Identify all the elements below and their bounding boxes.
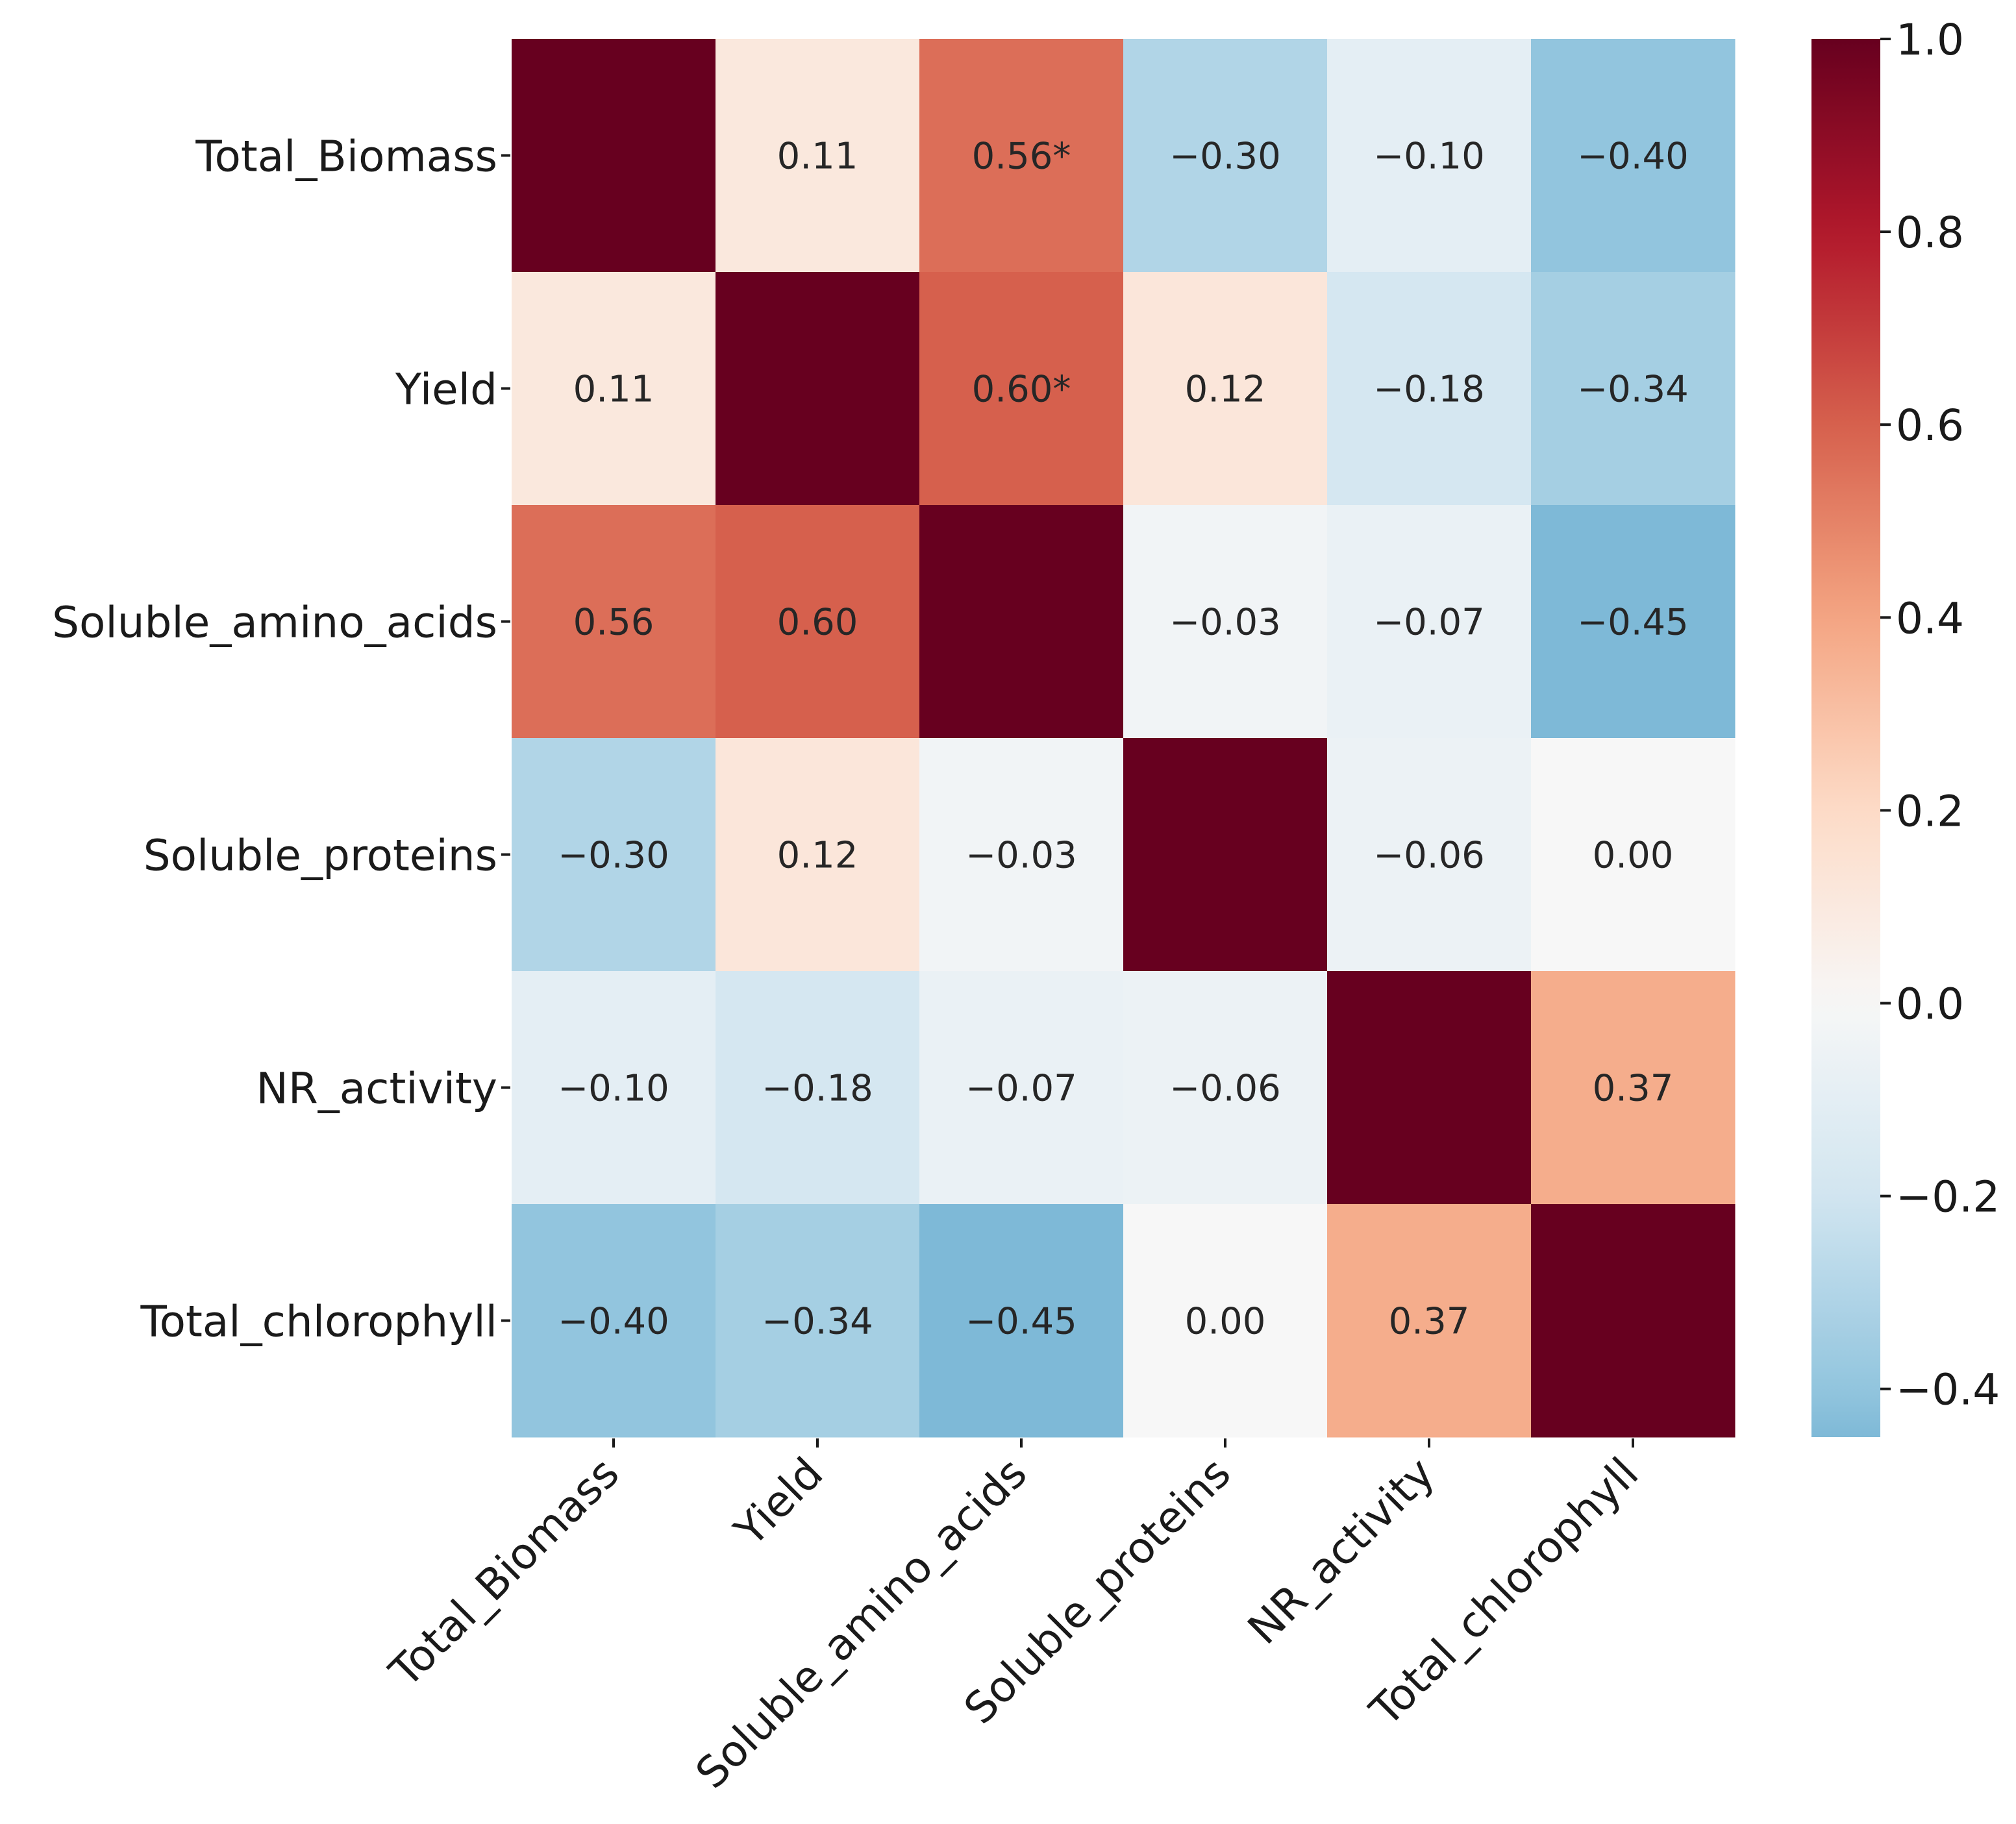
cell-value-label-0-5: −0.40 (1577, 136, 1689, 178)
colorbar-tick-label-3: 0.4 (1896, 593, 1964, 643)
row-label-4: NR_activity (256, 1064, 497, 1114)
cell-value-label-2-0: 0.56 (573, 602, 654, 644)
heatmap-cell-4-0 (512, 971, 716, 1205)
cell-value-label-2-3: −0.03 (1169, 602, 1281, 644)
heatmap-cell-0-5 (1531, 39, 1736, 273)
heatmap-cells: 0.11 0.56* −0.30 −0.10 −0.40 0.11 0.60* 0.12 −0.… (512, 39, 1736, 1438)
cell-value-label-5-1: −0.34 (762, 1301, 873, 1343)
colorbar-tick-label-6: −0.2 (1896, 1172, 2000, 1222)
heatmap-cell-3-0 (512, 738, 716, 972)
heatmap-cell-2-3 (1123, 505, 1328, 739)
cell-value-label-0-1: 0.11 (777, 136, 858, 178)
heatmap-cell-5-0 (512, 1204, 716, 1438)
colorbar-tick-label-4: 0.2 (1896, 786, 1964, 836)
colorbar-tick-label-7: −0.4 (1896, 1365, 2000, 1415)
cell-value-label-1-5: −0.34 (1577, 369, 1689, 411)
column-label-1: Yield (725, 1448, 832, 1556)
heatmap-cell-3-5 (1531, 738, 1736, 972)
heatmap-cell-2-2 (919, 505, 1124, 739)
row-label-1: Yield (395, 365, 497, 415)
cell-value-label-0-3: −0.30 (1169, 136, 1281, 178)
heatmap-cell-4-5 (1531, 971, 1736, 1205)
column-label-2: Soluble_amino_acids (686, 1448, 1036, 1798)
row-label-3: Soluble_proteins (143, 831, 497, 881)
cell-value-label-1-4: −0.18 (1373, 369, 1485, 411)
cell-value-label-1-3: 0.12 (1185, 369, 1266, 411)
cell-value-label-5-3: 0.00 (1185, 1301, 1266, 1343)
cell-value-label-1-0: 0.11 (573, 369, 654, 411)
cell-value-label-5-2: −0.45 (965, 1301, 1077, 1343)
cell-value-label-5-0: −0.40 (558, 1301, 669, 1343)
heatmap-cell-2-5 (1531, 505, 1736, 739)
heatmap-cell-1-0 (512, 272, 716, 506)
colorbar: 1.0 0.8 0.6 0.4 0.2 0.0 −0.2 −0.4 (1811, 15, 2000, 1437)
heatmap-cell-1-2 (919, 272, 1124, 506)
row-label-5: Total_chlorophyll (140, 1297, 498, 1347)
heatmap-cell-2-4 (1327, 505, 1532, 739)
cell-value-label-0-2: 0.56* (972, 136, 1071, 178)
heatmap-cell-1-5 (1531, 272, 1736, 506)
heatmap-cell-0-2 (919, 39, 1124, 273)
cell-value-label-2-5: −0.45 (1577, 602, 1689, 644)
colorbar-gradient (1811, 39, 1880, 1437)
cell-value-label-3-1: 0.12 (777, 835, 858, 877)
heatmap-cell-0-1 (716, 39, 920, 273)
colorbar-tick-label-5: 0.0 (1896, 980, 1964, 1029)
cell-value-label-5-4: 0.37 (1389, 1301, 1470, 1343)
column-label-0: Total_Biomass (380, 1448, 629, 1697)
heatmap-cell-3-1 (716, 738, 920, 972)
colorbar-tick-label-2: 0.6 (1896, 401, 1964, 450)
cell-value-label-4-2: −0.07 (965, 1068, 1077, 1110)
cell-value-label-4-3: −0.06 (1169, 1068, 1281, 1110)
heatmap-cell-1-1 (716, 272, 920, 506)
cell-value-label-4-1: −0.18 (762, 1068, 873, 1110)
heatmap-cell-2-1 (716, 505, 920, 739)
row-label-0: Total_Biomass (195, 132, 497, 182)
cell-value-label-3-2: −0.03 (965, 835, 1077, 877)
cell-value-label-0-4: −0.10 (1373, 136, 1485, 178)
column-label-4: NR_activity (1238, 1448, 1444, 1654)
colorbar-tick-label-0: 1.0 (1896, 15, 1964, 65)
cell-value-label-3-4: −0.06 (1373, 835, 1485, 877)
cell-value-label-3-0: −0.30 (558, 835, 669, 877)
heatmap-cell-1-3 (1123, 272, 1328, 506)
heatmap-cell-5-4 (1327, 1204, 1532, 1438)
heatmap-cell-5-3 (1123, 1204, 1328, 1438)
colorbar-tick-label-1: 0.8 (1896, 208, 1964, 258)
heatmap-cell-0-0 (512, 39, 716, 273)
heatmap-cell-3-3 (1123, 738, 1328, 972)
heatmap-cell-1-4 (1327, 272, 1532, 506)
heatmap-cell-3-2 (919, 738, 1124, 972)
heatmap-cell-3-4 (1327, 738, 1532, 972)
heatmap-cell-4-3 (1123, 971, 1328, 1205)
heatmap-cell-4-1 (716, 971, 920, 1205)
cell-value-label-3-5: 0.00 (1593, 835, 1674, 877)
cell-value-label-4-5: 0.37 (1593, 1068, 1674, 1110)
cell-value-label-2-1: 0.60 (777, 602, 858, 644)
heatmap-cell-4-2 (919, 971, 1124, 1205)
heatmap-cell-4-4 (1327, 971, 1532, 1205)
row-labels: Total_Biomass Yield Soluble_amino_acids Sol… (52, 132, 510, 1347)
colorbar-ticks: 1.0 0.8 0.6 0.4 0.2 0.0 −0.2 −0.4 (1880, 15, 2000, 1415)
heatmap-cell-5-1 (716, 1204, 920, 1438)
column-labels: Total_Biomass YieldSoluble_amino_acidsSol… (380, 1438, 1648, 1798)
heatmap-cell-0-4 (1327, 39, 1532, 273)
heatmap-cell-0-3 (1123, 39, 1328, 273)
cell-value-label-2-4: −0.07 (1373, 602, 1485, 644)
heatmap-cell-5-2 (919, 1204, 1124, 1438)
cell-value-label-4-0: −0.10 (558, 1068, 669, 1110)
heatmap-cell-5-5 (1531, 1204, 1736, 1438)
row-label-2: Soluble_amino_acids (52, 598, 497, 648)
heatmap-cell-2-0 (512, 505, 716, 739)
cell-value-label-1-2: 0.60* (972, 369, 1071, 411)
